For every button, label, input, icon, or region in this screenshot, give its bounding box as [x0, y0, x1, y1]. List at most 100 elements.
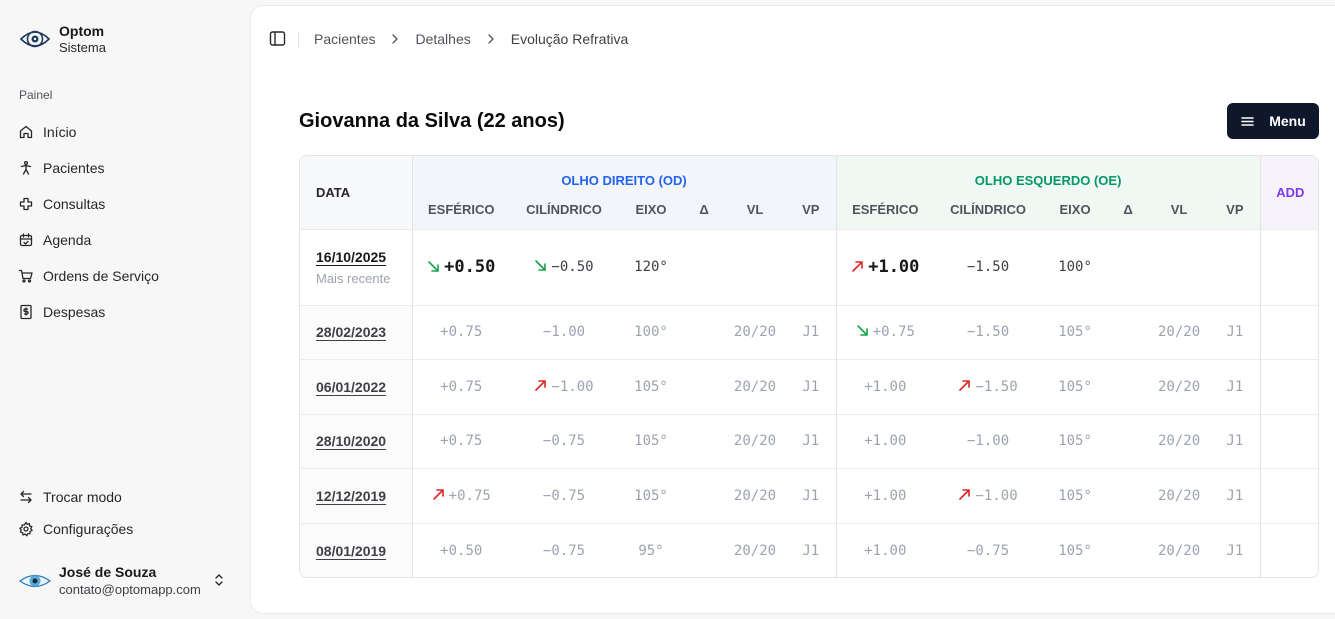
column-header-oe-eixo: EIXO [1042, 192, 1109, 229]
date-link[interactable]: 08/01/2019 [316, 542, 387, 559]
column-header-od-delta: Δ [684, 192, 724, 229]
oe-cilindrico-value: −1.00 [966, 433, 1010, 450]
od-cilindrico-value: −0.75 [542, 433, 586, 450]
od-delta-cell [684, 413, 724, 469]
od-vl-cell: 20/20 [724, 304, 786, 360]
date-link[interactable]: 06/01/2022 [316, 378, 387, 395]
oe-eixo-cell: 105° [1042, 359, 1109, 414]
oe-cilindrico-value: −1.50 [966, 259, 1010, 275]
od-vp-cell [786, 228, 837, 305]
oe-delta-cell [1108, 413, 1149, 469]
oe-delta-cell [1108, 359, 1149, 414]
od-eixo-cell: 105° [618, 359, 684, 414]
column-header-add: ADD [1259, 156, 1318, 229]
od-esferico-cell: +0.75 [412, 359, 510, 414]
menu-button-label: Menu [1269, 113, 1306, 129]
add-cell [1259, 468, 1318, 523]
brand-subtitle: Sistema [59, 39, 106, 55]
oe-eixo-cell: 105° [1042, 522, 1109, 577]
sidebar-item-configuracoes[interactable]: Configurações [18, 513, 238, 545]
od-eixo-cell: 105° [618, 413, 684, 469]
sidebar-item-ordens[interactable]: Ordens de Serviço [18, 258, 238, 294]
sidebar-item-label: Pacientes [43, 160, 105, 176]
oe-vl-cell: 20/20 [1148, 522, 1211, 577]
breadcrumb-pacientes[interactable]: Pacientes [314, 30, 376, 47]
oe-esferico-cell: +1.00 [835, 522, 935, 577]
person-icon [20, 160, 32, 175]
date-link[interactable]: 16/10/2025 [316, 248, 387, 265]
sidebar-item-agenda[interactable]: Agenda [18, 222, 238, 258]
eye-target-icon [19, 30, 51, 48]
sidebar-item-despesas[interactable]: Despesas [18, 294, 238, 330]
column-header-oe-esferico: ESFÉRICO [835, 192, 935, 229]
sidebar-item-trocar-modo[interactable]: Trocar modo [18, 481, 238, 513]
trend-down-arrow-icon [428, 261, 439, 272]
date-cell: 06/01/2022 [300, 359, 413, 414]
od-cilindrico-value: −1.00 [542, 324, 586, 341]
oe-vp-cell [1210, 228, 1261, 305]
od-esferico-cell: +0.75 [412, 413, 510, 469]
oe-delta-cell [1108, 228, 1149, 305]
date-link[interactable]: 28/02/2023 [316, 324, 387, 341]
date-link[interactable]: 28/10/2020 [316, 433, 387, 450]
oe-vl-cell: 20/20 [1148, 304, 1211, 360]
od-esferico-cell: +0.75 [412, 304, 510, 360]
od-cilindrico-cell: −0.75 [510, 413, 618, 469]
chevron-right-icon [488, 33, 494, 44]
add-cell [1259, 522, 1318, 577]
oe-cilindrico-cell: −1.50 [934, 228, 1043, 305]
od-delta-cell [684, 359, 724, 414]
user-menu[interactable]: José de Souza contato@optomapp.com [18, 563, 233, 598]
menu-button[interactable]: Menu [1227, 103, 1319, 139]
main-panel: Pacientes Detalhes Evolução Refrativa Gi… [251, 6, 1335, 613]
oe-eixo-cell: 105° [1042, 468, 1109, 523]
page-title: Giovanna da Silva (22 anos) [299, 110, 565, 132]
column-header-od-eixo: EIXO [618, 192, 684, 229]
column-header-date: DATA [300, 156, 413, 229]
sidebar-toggle-icon[interactable] [269, 30, 286, 47]
menu-icon [1241, 116, 1254, 126]
date-cell: 16/10/2025 Mais recente [300, 228, 413, 305]
sidebar-item-label: Configurações [43, 521, 134, 537]
table-row: 16/10/2025 Mais recente +0.50 −0.50 120° +1… [300, 228, 1318, 305]
oe-cilindrico-cell: −1.50 [934, 304, 1043, 360]
table-body: 16/10/2025 Mais recente +0.50 −0.50 120° +1… [300, 228, 1318, 577]
od-esferico-value: +0.50 [444, 257, 496, 277]
od-cilindrico-cell: −0.75 [510, 522, 618, 577]
od-vl-cell: 20/20 [724, 468, 786, 523]
chevron-right-icon [392, 33, 399, 44]
home-icon [19, 125, 33, 139]
od-esferico-value: +0.50 [440, 542, 483, 559]
date-cell: 08/01/2019 [300, 522, 413, 577]
brand[interactable]: Optom Sistema [18, 22, 106, 56]
sidebar-bottom-nav: Trocar modo Configurações [18, 481, 238, 545]
oe-cilindrico-cell: −0.75 [934, 522, 1043, 577]
trend-up-arrow-icon [959, 488, 971, 500]
date-link[interactable]: 12/12/2019 [316, 487, 387, 504]
user-name: José de Souza [59, 564, 157, 580]
add-cell [1259, 359, 1318, 414]
trend-up-arrow-icon [852, 261, 864, 272]
chevron-up-down-icon[interactable] [211, 572, 227, 588]
od-delta-cell [684, 304, 724, 360]
oe-vp-cell: J1 [1210, 413, 1261, 469]
trend-down-arrow-icon [535, 260, 547, 271]
oe-cilindrico-cell: −1.50 [934, 359, 1043, 414]
od-vl-cell: 20/20 [724, 522, 786, 577]
od-eixo-cell: 120° [618, 228, 684, 305]
table-row: 06/01/2022 +0.75 −1.00 105° 20/20 J1 +1.00 −1.… [300, 359, 1318, 414]
date-cell: 28/02/2023 [300, 304, 413, 360]
column-header-od-vl: VL [724, 192, 786, 229]
sidebar-item-consultas[interactable]: Consultas [18, 186, 238, 222]
oe-cilindrico-cell: −1.00 [934, 468, 1043, 523]
sidebar-item-inicio[interactable]: Início [18, 114, 238, 150]
user-email: contato@optomapp.com [59, 582, 201, 597]
oe-vl-cell: 20/20 [1148, 413, 1211, 469]
breadcrumb-detalhes[interactable]: Detalhes [415, 30, 471, 47]
date-note: Mais recente [316, 270, 391, 286]
medical-cross-icon [19, 197, 33, 211]
od-vp-cell: J1 [786, 413, 837, 469]
od-vl-cell: 20/20 [724, 359, 786, 414]
sidebar-item-pacientes[interactable]: Pacientes [18, 150, 238, 186]
sidebar-item-label: Agenda [43, 232, 92, 248]
